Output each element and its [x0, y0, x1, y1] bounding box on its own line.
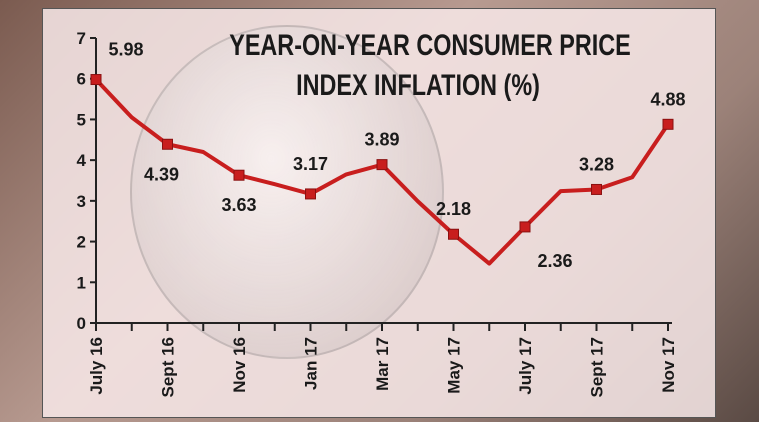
- chart-title-line-1: YEAR-ON-YEAR CONSUMER PRICE: [229, 28, 631, 61]
- data-label: 4.88: [650, 89, 685, 109]
- data-point: [376, 159, 388, 171]
- data-point: [591, 183, 602, 195]
- data-label: 4.39: [144, 164, 179, 184]
- x-tick-label: Nov 16: [230, 337, 249, 393]
- x-tick-label: May 17: [445, 337, 464, 394]
- x-tick-label: July 16: [87, 337, 106, 395]
- data-point: [448, 228, 459, 240]
- x-tick-label: Sept 17: [588, 337, 607, 397]
- x-tick-label: Mar 17: [373, 337, 392, 391]
- data-label: 3.89: [364, 130, 399, 150]
- x-tick-label: July 17: [516, 337, 535, 395]
- data-label: 3.17: [293, 154, 328, 174]
- data-point: [662, 118, 674, 130]
- y-tick-label: 5: [77, 110, 86, 129]
- chart-title-line-2: INDEX INFLATION (%): [296, 68, 540, 101]
- data-point: [305, 188, 316, 200]
- y-tick-label: 7: [77, 29, 86, 48]
- y-tick-label: 2: [77, 233, 86, 252]
- x-tick-label: Nov 17: [659, 337, 678, 393]
- data-point: [162, 138, 173, 150]
- coin-image: [130, 25, 444, 359]
- y-tick-label: 3: [77, 192, 86, 211]
- y-tick-label: 0: [77, 314, 86, 333]
- y-tick-label: 1: [77, 273, 86, 292]
- data-point: [90, 74, 102, 86]
- y-tick-label: 4: [77, 151, 87, 170]
- data-label: 3.63: [221, 195, 256, 215]
- data-point: [233, 169, 245, 181]
- x-tick-label: Sept 16: [159, 337, 178, 397]
- data-label: 5.98: [108, 40, 143, 60]
- y-tick-label: 6: [77, 70, 86, 89]
- data-label: 2.18: [436, 199, 471, 219]
- data-label: 3.28: [579, 154, 614, 174]
- data-label: 2.36: [537, 251, 572, 271]
- x-tick-label: Jan 17: [302, 337, 321, 390]
- data-point: [519, 221, 531, 233]
